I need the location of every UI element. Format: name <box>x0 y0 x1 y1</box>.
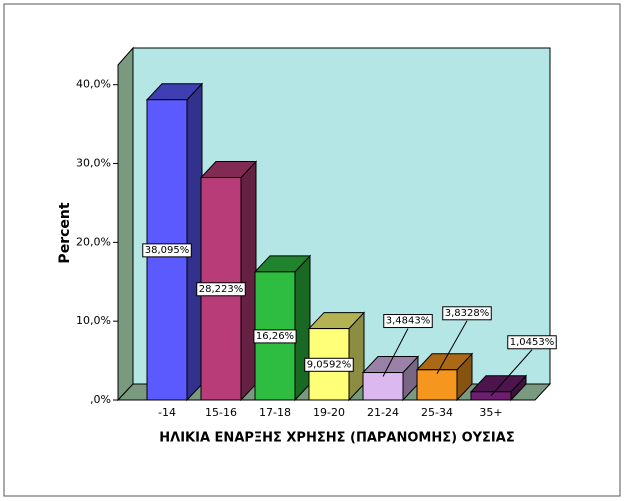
x-tick-label: 25-34 <box>421 406 453 419</box>
x-tick-label: 21-24 <box>367 406 399 419</box>
x-tick-label: -14 <box>158 406 176 419</box>
bar <box>416 369 458 401</box>
x-axis-label: ΗΛΙΚΙΑ ΕΝΑΡΞΗΣ ΧΡΗΣΗΣ (ΠΑΡΑΝΟΜΗΣ) ΟΥΣΙΑΣ <box>159 431 514 446</box>
value-label-box <box>442 306 492 321</box>
value-label-box <box>142 243 192 258</box>
label-leader <box>382 328 409 377</box>
value-label: 1,0453% <box>510 337 555 348</box>
value-label: 3,8328% <box>445 308 490 319</box>
x-tick-label: 19-20 <box>313 406 345 419</box>
y-axis-label: Percent <box>57 202 73 263</box>
value-label-box <box>304 357 354 372</box>
side-wall <box>117 46 134 402</box>
x-tick-label: 35+ <box>479 406 502 419</box>
y-tick-label: 20,0% <box>76 235 111 248</box>
value-label-box <box>196 282 246 297</box>
value-label: 9,0592% <box>307 359 352 370</box>
y-tick-label: 30,0% <box>76 157 111 170</box>
bar-side <box>186 82 203 402</box>
value-label: 28,223% <box>199 284 244 295</box>
value-label: 3,4843% <box>386 316 431 327</box>
bar-side <box>294 254 311 402</box>
y-tick-label: 10,0% <box>76 314 111 327</box>
label-leader <box>490 349 533 397</box>
bar-side <box>240 160 257 402</box>
value-label: 38,095% <box>145 245 190 256</box>
y-tick-label: 40,0% <box>76 78 111 91</box>
bar <box>362 372 404 401</box>
bar <box>470 391 512 401</box>
value-label-box <box>383 314 433 329</box>
label-leader <box>436 320 468 375</box>
x-tick-label: 17-18 <box>259 406 291 419</box>
value-label-box <box>507 335 557 350</box>
value-label-box <box>253 329 297 344</box>
value-label: 16,26% <box>256 331 294 342</box>
x-tick-label: 15-16 <box>205 406 237 419</box>
y-tick-label: ,0% <box>90 393 111 406</box>
